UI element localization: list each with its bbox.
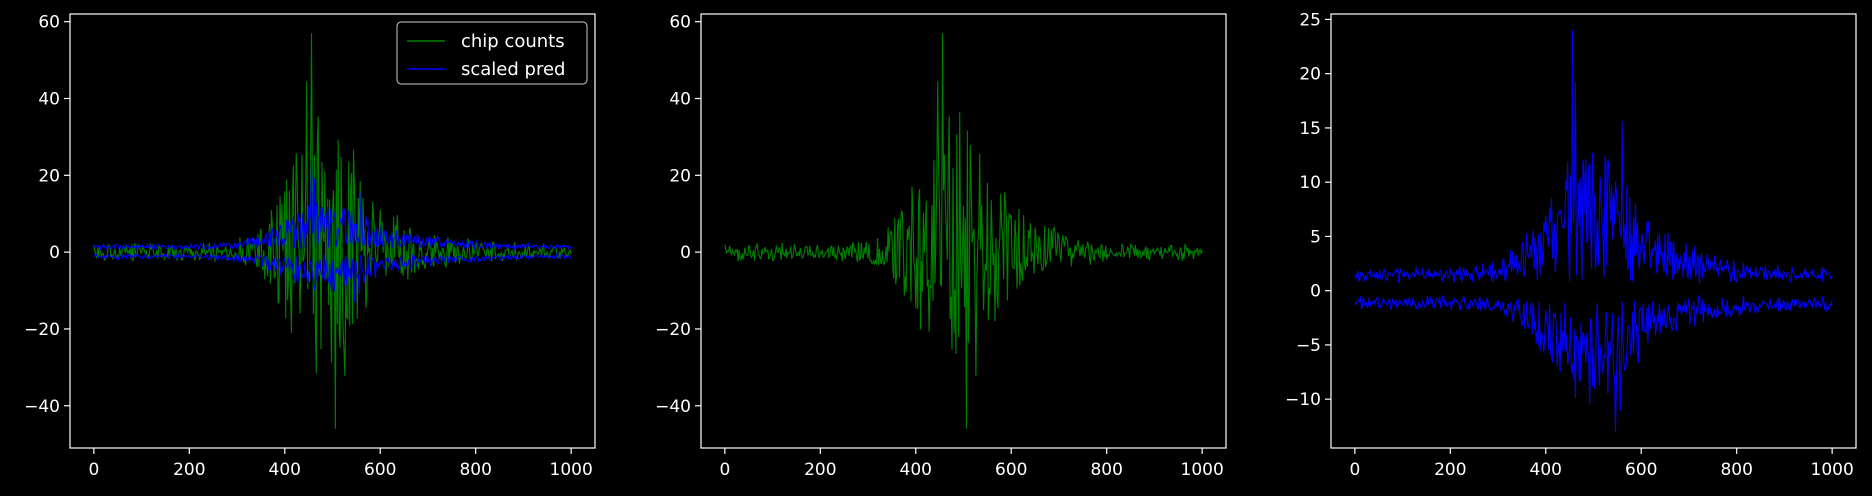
x-tick-label: 400 bbox=[269, 460, 301, 480]
axes-frame bbox=[1330, 13, 1857, 449]
x-tick-label: 600 bbox=[364, 460, 396, 480]
axes-frame bbox=[69, 13, 596, 449]
y-tick-label: 20 bbox=[1299, 65, 1321, 85]
x-tick-label: 600 bbox=[1625, 460, 1657, 480]
series-line-scaled-pred-0 bbox=[93, 159, 572, 252]
series-line-series-0 bbox=[724, 33, 1203, 429]
x-tick-label: 200 bbox=[173, 460, 205, 480]
y-tick-label: 0 bbox=[680, 243, 691, 263]
plot-area bbox=[724, 33, 1203, 429]
x-tick-label: 0 bbox=[719, 460, 730, 480]
y-tick-label: 10 bbox=[1299, 173, 1321, 193]
y-tick-label: 5 bbox=[1310, 227, 1321, 247]
y-tick-label: 0 bbox=[1310, 282, 1321, 302]
series-line-chip-counts-0 bbox=[93, 33, 572, 429]
y-tick-label: −40 bbox=[24, 397, 60, 417]
x-tick-label: 1000 bbox=[1811, 460, 1854, 480]
x-tick-label: 0 bbox=[1349, 460, 1360, 480]
y-tick-label: 60 bbox=[38, 13, 60, 33]
y-tick-label: 0 bbox=[49, 243, 60, 263]
series-line-series-1 bbox=[1354, 294, 1833, 432]
x-tick-label: 800 bbox=[1720, 460, 1752, 480]
y-tick-label: −20 bbox=[655, 320, 691, 340]
x-tick-label: 400 bbox=[900, 460, 932, 480]
y-tick-label: −40 bbox=[655, 397, 691, 417]
x-tick-label: 200 bbox=[1434, 460, 1466, 480]
x-tick-label: 0 bbox=[88, 460, 99, 480]
panel-left: 0 200 400 600 800 1000 −40 −20 0 20 40 60 chip count… bbox=[24, 13, 596, 480]
legend: chip counts scaled pred bbox=[396, 21, 588, 85]
panel-right: 0 200 400 600 800 1000 −10 −5 0 5 10 15 20 25 bbox=[1285, 10, 1857, 480]
x-tick-label: 1000 bbox=[550, 460, 593, 480]
x-tick-label: 800 bbox=[459, 460, 491, 480]
x-tick-label: 800 bbox=[1090, 460, 1122, 480]
series-line-series-0 bbox=[1354, 30, 1833, 285]
series-line-scaled-pred-1 bbox=[93, 252, 572, 303]
y-tick-label: 15 bbox=[1299, 119, 1321, 139]
y-tick-label: 40 bbox=[669, 89, 691, 109]
plot-area bbox=[1354, 30, 1833, 432]
axes-frame bbox=[700, 13, 1227, 449]
x-tick-label: 600 bbox=[995, 460, 1027, 480]
y-tick-label: −5 bbox=[1296, 336, 1321, 356]
y-tick-label: 40 bbox=[38, 89, 60, 109]
y-tick-label: −10 bbox=[1285, 390, 1321, 410]
x-tick-label: 1000 bbox=[1181, 460, 1224, 480]
plot-area bbox=[93, 33, 572, 429]
y-tick-label: 60 bbox=[669, 13, 691, 33]
y-tick-label: 25 bbox=[1299, 10, 1321, 30]
y-tick-label: 20 bbox=[38, 166, 60, 186]
legend-label: chip counts bbox=[461, 31, 565, 52]
legend-label: scaled pred bbox=[461, 59, 565, 80]
x-tick-label: 200 bbox=[804, 460, 836, 480]
y-tick-label: 20 bbox=[669, 166, 691, 186]
y-tick-label: −20 bbox=[24, 320, 60, 340]
x-tick-label: 400 bbox=[1530, 460, 1562, 480]
panel-middle: 0 200 400 600 800 1000 −40 −20 0 20 40 60 bbox=[655, 13, 1227, 480]
